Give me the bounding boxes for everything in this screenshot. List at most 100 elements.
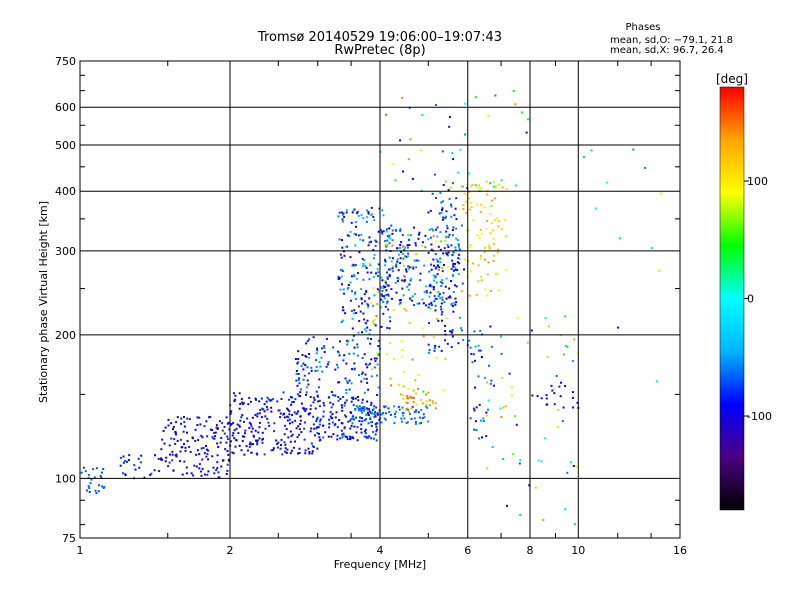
data-point [401,394,404,397]
data-point [345,209,348,212]
data-point [400,417,403,420]
data-point [95,492,98,494]
data-point [340,429,343,432]
data-point [505,268,508,271]
data-point [360,288,362,291]
data-point [209,428,212,431]
data-point [211,429,214,431]
data-point [228,428,231,431]
data-point [480,279,483,282]
data-point [437,290,440,293]
data-point [438,345,441,348]
data-point [358,420,361,423]
data-point [443,301,446,304]
data-point [343,215,346,218]
data-point [351,415,354,418]
data-point [289,452,292,455]
data-point [195,453,198,456]
data-point [425,285,428,288]
data-point [353,418,356,421]
data-point [429,291,432,294]
data-point [560,381,562,384]
data-point [357,234,360,237]
data-point [404,256,407,259]
data-point [435,407,437,410]
data-point [292,446,295,449]
data-point [389,316,391,319]
data-point [263,410,266,413]
data-point [289,440,292,443]
data-point [176,416,179,419]
data-point [308,356,311,359]
data-point [423,291,426,294]
data-point [479,211,482,214]
data-point [412,266,415,269]
data-point [256,415,259,418]
data-point [362,262,365,265]
data-point [492,237,495,240]
data-point [454,284,456,287]
data-point [479,186,481,189]
data-point [359,310,362,313]
data-point [441,267,444,270]
data-point [127,459,130,462]
data-point [240,398,243,401]
data-point [429,209,432,212]
data-point [366,302,369,305]
data-point [220,465,223,468]
data-point [343,404,346,407]
data-point [519,459,522,462]
data-point [341,433,344,436]
data-point [339,437,342,440]
data-point [440,240,443,243]
data-point [211,436,214,439]
x-tick-label: 8 [527,544,534,557]
data-point [442,252,445,255]
data-point [479,349,482,352]
data-point [534,486,537,489]
data-point [139,461,142,464]
data-point [385,282,388,285]
data-point [239,402,242,405]
data-point [460,224,463,227]
data-point [266,396,269,399]
data-point [385,228,388,231]
data-point [305,408,308,410]
data-point [489,182,492,185]
data-point [401,349,404,351]
data-point [469,244,472,247]
data-point [350,382,353,385]
data-point [430,243,433,246]
data-point [452,265,455,268]
data-point [363,419,366,422]
data-point [460,290,463,293]
stats-heading: Phases [625,22,660,33]
data-point [300,365,303,367]
data-point [279,447,282,450]
data-point [215,424,218,427]
data-point [258,426,261,429]
data-point [100,476,103,479]
data-point [179,438,182,441]
data-point [455,237,458,240]
data-point [450,267,453,270]
data-point [384,240,386,242]
data-point [374,239,377,242]
data-point [322,410,325,413]
data-point [278,409,281,412]
data-point [409,138,412,141]
data-point [311,450,314,453]
data-point [165,456,168,459]
data-point [490,205,493,207]
data-point [271,449,274,451]
data-point [361,258,364,260]
data-point [404,279,407,282]
data-point [450,303,453,306]
data-point [363,300,366,303]
data-point [174,431,177,434]
data-point [445,235,448,238]
data-point [352,396,355,399]
data-point [270,399,273,402]
data-point [366,366,369,369]
data-point [435,240,438,243]
